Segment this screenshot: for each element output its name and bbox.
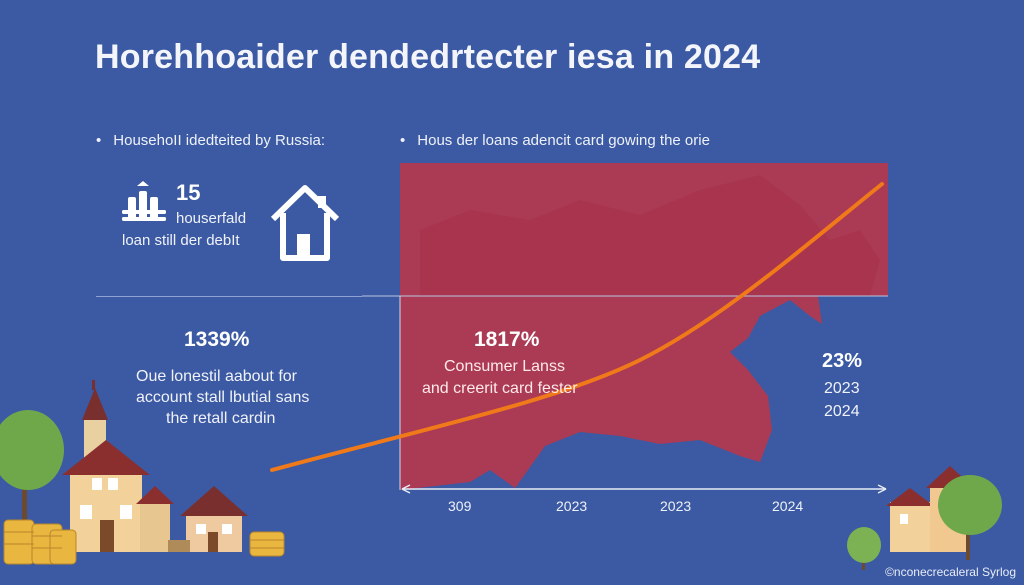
axis-label: 2023	[660, 498, 692, 514]
side-year-1: 2023	[824, 380, 860, 397]
axis-label: 309	[448, 498, 472, 514]
right-scene	[847, 466, 1002, 570]
axis-arrow-left	[401, 484, 411, 494]
axis-arrow-right	[877, 484, 887, 494]
side-year-2: 2024	[824, 403, 860, 420]
right-percent: 1817%	[474, 328, 540, 351]
left-bullet-text: HousehoII idedteited by Russia:	[113, 132, 326, 149]
page-title: Horehhoaider dendedrtecter iesa in 2024	[95, 38, 761, 76]
side-percent: 23%	[822, 350, 863, 372]
left-percent: 1339%	[184, 328, 250, 351]
growth-curve	[270, 182, 884, 472]
stat-number: 15	[176, 180, 201, 205]
map-texture	[420, 175, 880, 296]
right-desc-line-2: and creerit card fester	[422, 380, 578, 397]
russia-map-shape	[400, 296, 822, 490]
right-desc-line-1: Consumer Lanss	[444, 358, 565, 375]
left-scene	[0, 380, 248, 552]
left-bullet: • HousehoII idedteited by Russia:	[96, 132, 325, 149]
bullet-dot: •	[96, 132, 102, 149]
right-bullet: • Hous der loans adencit card gowing the …	[400, 132, 710, 149]
left-divider	[96, 296, 362, 297]
left-desc-line-1: Oue lonestil aabout for	[136, 368, 297, 385]
credit-text: ©nconecrecaleral Syrlog	[885, 565, 1016, 579]
stat-line-2: loan still der debIt	[122, 232, 240, 249]
bullet-dot: •	[400, 132, 406, 149]
axis-label: 2024	[772, 498, 804, 514]
house-icon	[270, 185, 340, 261]
axis-label: 2023	[556, 498, 588, 514]
right-bullet-text: Hous der loans adencit card gowing the o…	[417, 132, 710, 149]
stat-line-1: houserfald	[176, 210, 247, 227]
coin-stacks	[3, 519, 285, 565]
left-desc-line-2: account stall lbutial sans	[136, 389, 310, 406]
left-desc-line-3: the retall cardin	[166, 410, 276, 427]
money-stack-icon	[122, 181, 166, 221]
